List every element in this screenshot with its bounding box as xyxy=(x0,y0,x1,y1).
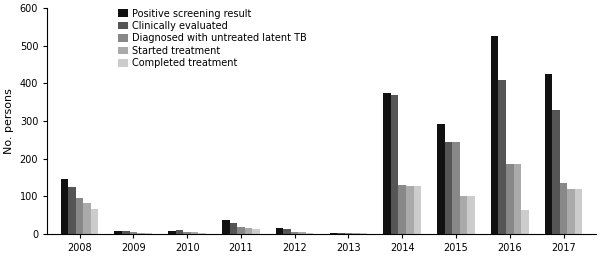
Bar xyxy=(398,185,406,234)
Bar xyxy=(276,228,283,234)
Bar xyxy=(575,189,583,234)
Bar xyxy=(130,232,137,234)
Bar xyxy=(437,124,445,234)
Bar xyxy=(61,179,68,234)
Bar xyxy=(352,233,360,234)
Bar xyxy=(460,196,467,234)
Bar xyxy=(184,232,191,234)
Bar xyxy=(298,232,306,234)
Bar xyxy=(514,164,521,234)
Bar xyxy=(122,231,130,234)
Bar xyxy=(137,233,145,234)
Bar xyxy=(291,232,298,234)
Bar xyxy=(115,231,122,234)
Bar xyxy=(83,203,91,234)
Bar xyxy=(191,232,199,234)
Bar xyxy=(445,142,452,234)
Bar xyxy=(467,196,475,234)
Y-axis label: No. persons: No. persons xyxy=(4,88,14,154)
Bar xyxy=(360,233,367,234)
Bar xyxy=(406,186,413,234)
Bar xyxy=(506,164,514,234)
Bar xyxy=(491,36,499,234)
Bar xyxy=(344,233,352,234)
Bar xyxy=(237,227,245,234)
Bar xyxy=(413,186,421,234)
Bar xyxy=(329,233,337,234)
Bar xyxy=(337,233,344,234)
Bar xyxy=(252,228,260,234)
Bar xyxy=(91,209,98,234)
Bar xyxy=(568,189,575,234)
Bar xyxy=(521,210,529,234)
Bar xyxy=(560,183,568,234)
Legend: Positive screening result, Clinically evaluated, Diagnosed with untreated latent: Positive screening result, Clinically ev… xyxy=(118,8,307,68)
Bar xyxy=(545,74,552,234)
Bar xyxy=(230,223,237,234)
Bar xyxy=(68,187,76,234)
Bar xyxy=(76,198,83,234)
Bar xyxy=(306,233,313,234)
Bar xyxy=(145,233,152,234)
Bar xyxy=(245,228,252,234)
Bar xyxy=(383,93,391,234)
Bar xyxy=(168,231,176,234)
Bar xyxy=(199,233,206,234)
Bar xyxy=(391,95,398,234)
Bar xyxy=(222,219,230,234)
Bar xyxy=(452,142,460,234)
Bar xyxy=(499,80,506,234)
Bar xyxy=(283,229,291,234)
Bar xyxy=(552,111,560,234)
Bar xyxy=(176,231,184,234)
